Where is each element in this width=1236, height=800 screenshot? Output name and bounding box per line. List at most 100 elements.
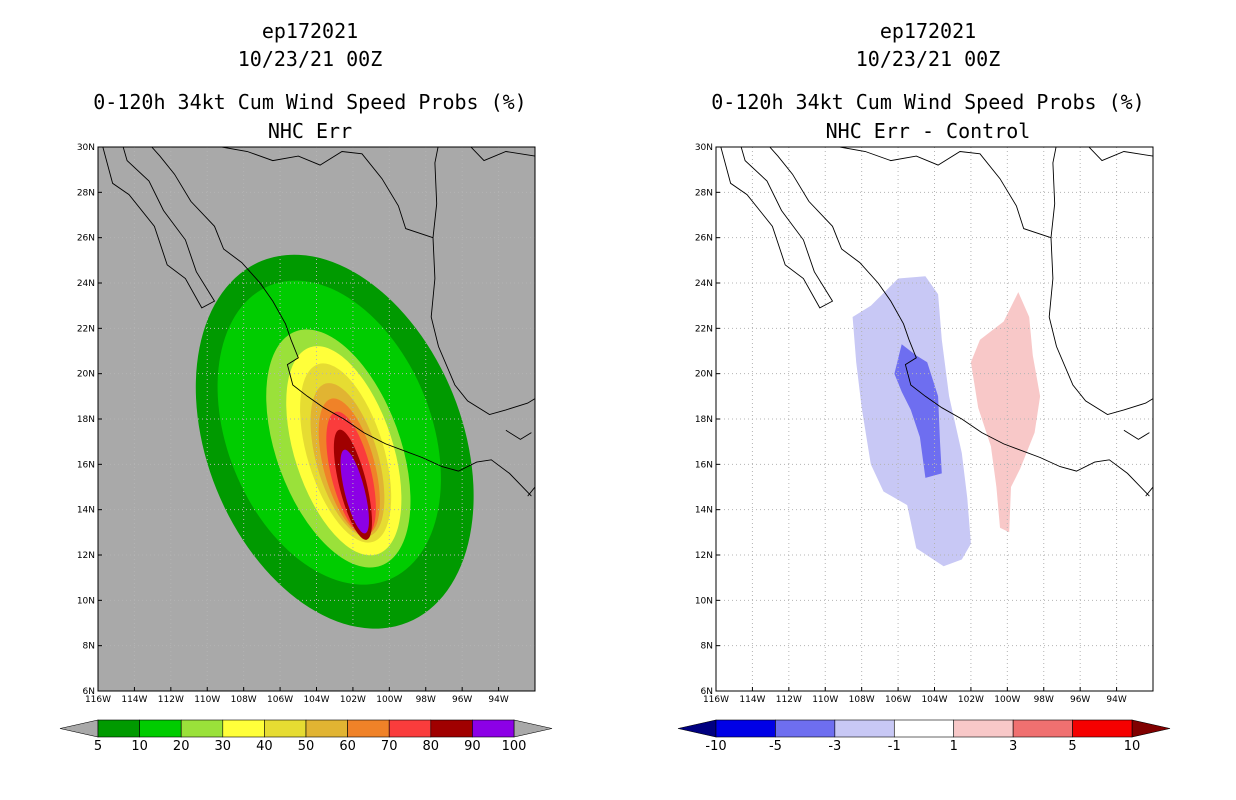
- left-subtitle: NHC Err: [267, 119, 353, 143]
- colorbar-label: 90: [464, 739, 481, 754]
- x-tick-label: 94W: [488, 695, 508, 705]
- colorbar-swatch: [180, 719, 224, 738]
- colorbar-swatch: [834, 719, 895, 738]
- colorbar-label: 30: [215, 739, 232, 754]
- colorbar-under-arrow: [677, 719, 717, 738]
- colorbar-swatch: [305, 719, 348, 738]
- y-tick-label: 12N: [77, 551, 95, 561]
- x-tick-label: 114W: [121, 695, 147, 705]
- coastline: [1123, 429, 1150, 440]
- y-tick-label: 22N: [695, 324, 713, 334]
- y-tick-label: 18N: [695, 415, 713, 425]
- x-tick-label: 106W: [885, 695, 911, 705]
- colorbar-label: 60: [339, 739, 356, 754]
- y-tick-label: 26N: [77, 234, 95, 244]
- x-tick-label: 108W: [231, 695, 257, 705]
- y-tick-label: 8N: [83, 642, 95, 652]
- x-tick-label: 104W: [921, 695, 947, 705]
- x-tick-label: 108W: [849, 695, 875, 705]
- colorbar-label: 10: [1124, 739, 1141, 754]
- x-tick-label: 100W: [994, 695, 1020, 705]
- x-tick-label: 98W: [1034, 695, 1054, 705]
- y-tick-label: 16N: [77, 460, 95, 470]
- colorbar-label: 70: [381, 739, 398, 754]
- x-tick-label: 104W: [303, 695, 329, 705]
- colorbar-swatch: [472, 719, 515, 738]
- x-tick-label: 98W: [416, 695, 436, 705]
- coastline: [166, 147, 434, 239]
- right-date: 10/23/21 00Z: [855, 47, 1001, 71]
- colorbar-label: 100: [502, 739, 527, 754]
- y-tick-label: 14N: [77, 506, 95, 516]
- coastline: [151, 147, 532, 497]
- colorbar-swatch: [347, 719, 390, 738]
- colorbar-label: -1: [888, 739, 901, 754]
- coastline: [527, 486, 535, 497]
- x-tick-label: 106W: [267, 695, 293, 705]
- coastline: [1048, 147, 1153, 415]
- x-tick-label: 116W: [85, 695, 111, 705]
- colorbar-swatch: [222, 719, 265, 738]
- colorbar-label: 5: [1068, 739, 1076, 754]
- colorbar-label: -3: [828, 739, 841, 754]
- y-tick-label: 22N: [77, 324, 95, 334]
- y-tick-label: 28N: [695, 188, 713, 198]
- x-tick-label: 100W: [376, 695, 402, 705]
- colorbar-swatch: [1012, 719, 1073, 738]
- x-tick-label: 110W: [194, 695, 220, 705]
- x-tick-label: 116W: [703, 695, 729, 705]
- x-tick-label: 94W: [1106, 695, 1126, 705]
- coastline: [720, 147, 834, 309]
- y-tick-label: 26N: [695, 234, 713, 244]
- y-tick-label: 30N: [695, 143, 713, 153]
- x-tick-label: 112W: [158, 695, 184, 705]
- left-storm-id: ep172021: [261, 19, 359, 43]
- colorbar-under-arrow: [59, 719, 99, 738]
- colorbar-swatch: [715, 719, 776, 738]
- colorbar-swatch: [139, 719, 182, 738]
- colorbar-label: 80: [423, 739, 440, 754]
- left-date: 10/23/21 00Z: [237, 47, 383, 71]
- y-tick-label: 10N: [77, 596, 95, 606]
- y-tick-label: 20N: [77, 370, 95, 380]
- y-tick-label: 12N: [695, 551, 713, 561]
- right-storm-id: ep172021: [879, 19, 977, 43]
- colorbar-label: 3: [1009, 739, 1017, 754]
- coastline: [1145, 486, 1153, 497]
- y-tick-label: 24N: [695, 279, 713, 289]
- colorbar-swatch: [388, 719, 432, 738]
- colorbar-label: 5: [94, 739, 102, 754]
- y-tick-label: 16N: [695, 460, 713, 470]
- left-product-title: 0-120h 34kt Cum Wind Speed Probs (%): [93, 90, 527, 114]
- colorbar-label: 40: [256, 739, 273, 754]
- colorbar-swatch: [893, 719, 955, 738]
- x-tick-label: 102W: [340, 695, 366, 705]
- x-tick-label: 96W: [1070, 695, 1090, 705]
- colorbar-swatch: [430, 719, 473, 738]
- coastline: [505, 429, 532, 440]
- diff-region-0: [852, 276, 971, 567]
- coastline: [1088, 147, 1153, 162]
- colorbar-label: -10: [705, 739, 726, 754]
- diff-region-1: [894, 344, 942, 478]
- y-tick-label: 20N: [695, 370, 713, 380]
- colorbar-swatch: [953, 719, 1014, 738]
- y-tick-label: 24N: [77, 279, 95, 289]
- y-tick-label: 6N: [83, 687, 95, 697]
- x-tick-label: 96W: [452, 695, 472, 705]
- x-tick-label: 114W: [739, 695, 765, 705]
- y-tick-label: 10N: [695, 596, 713, 606]
- coastline: [470, 147, 535, 162]
- colorbar-swatch: [264, 719, 307, 738]
- colorbar-swatch: [97, 719, 140, 738]
- x-tick-label: 112W: [776, 695, 802, 705]
- x-tick-label: 110W: [812, 695, 838, 705]
- colorbar-label: -5: [769, 739, 782, 754]
- coastline: [784, 147, 1052, 239]
- coastline: [769, 147, 1150, 497]
- colorbar-label: 1: [950, 739, 958, 754]
- colorbar-label: 20: [173, 739, 190, 754]
- colorbar-swatch: [775, 719, 836, 738]
- right-subtitle: NHC Err - Control: [825, 119, 1031, 143]
- coastline: [102, 147, 216, 309]
